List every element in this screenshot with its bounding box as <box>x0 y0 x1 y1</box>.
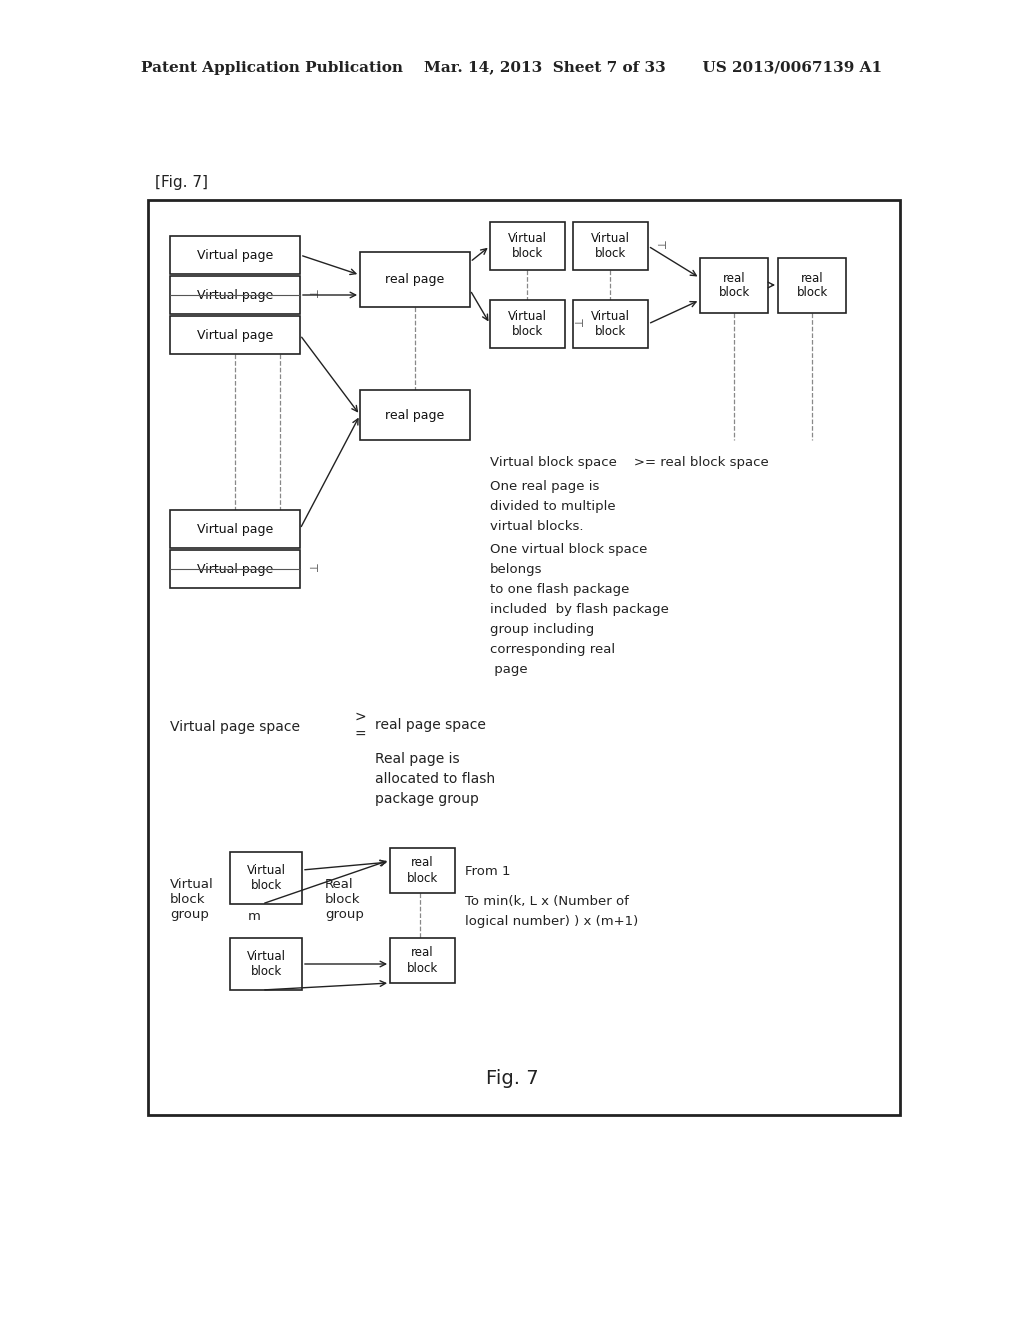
Bar <box>700 257 768 313</box>
Text: real page: real page <box>385 408 444 421</box>
Text: corresponding real: corresponding real <box>490 643 615 656</box>
Text: Virtual page: Virtual page <box>197 248 273 261</box>
Text: Virtual
block: Virtual block <box>508 232 547 260</box>
Text: divided to multiple: divided to multiple <box>490 500 615 513</box>
Bar <box>778 257 846 313</box>
Bar <box>170 276 300 314</box>
Text: group including: group including <box>490 623 594 636</box>
Bar <box>230 939 302 990</box>
Text: Virtual
block: Virtual block <box>247 865 286 892</box>
Text: logical number) ) x (m+1): logical number) ) x (m+1) <box>465 915 638 928</box>
Text: Virtual
block: Virtual block <box>591 232 630 260</box>
Text: Virtual block space    >= real block space: Virtual block space >= real block space <box>490 455 769 469</box>
Text: Virtual
block
group: Virtual block group <box>170 878 214 921</box>
Text: Virtual page: Virtual page <box>197 329 273 342</box>
Text: One real page is: One real page is <box>490 480 599 492</box>
Text: real page: real page <box>385 273 444 286</box>
Text: real
block: real block <box>407 857 438 884</box>
Text: Fig. 7: Fig. 7 <box>485 1068 539 1088</box>
Bar <box>390 847 455 894</box>
Bar <box>170 315 300 354</box>
Text: Patent Application Publication    Mar. 14, 2013  Sheet 7 of 33       US 2013/006: Patent Application Publication Mar. 14, … <box>141 61 883 75</box>
Bar <box>170 236 300 275</box>
Text: virtual blocks.: virtual blocks. <box>490 520 584 533</box>
Text: Virtual
block: Virtual block <box>591 310 630 338</box>
Bar <box>170 550 300 587</box>
Bar <box>573 300 648 348</box>
Text: Virtual page: Virtual page <box>197 523 273 536</box>
Text: From 1: From 1 <box>465 865 511 878</box>
Text: package group: package group <box>375 792 479 807</box>
Text: To min(k, L x (Number of: To min(k, L x (Number of <box>465 895 629 908</box>
Text: [Fig. 7]: [Fig. 7] <box>155 174 208 190</box>
Text: ⊣: ⊣ <box>573 319 583 329</box>
Text: belongs: belongs <box>490 564 543 576</box>
Text: Virtual page: Virtual page <box>197 289 273 301</box>
Text: Virtual page: Virtual page <box>197 562 273 576</box>
Text: real
block: real block <box>407 946 438 974</box>
Bar <box>490 222 565 271</box>
Text: Virtual
block: Virtual block <box>508 310 547 338</box>
Text: real
block: real block <box>797 272 827 300</box>
Text: page: page <box>490 663 527 676</box>
Text: Virtual
block: Virtual block <box>247 950 286 978</box>
Text: allocated to flash: allocated to flash <box>375 772 496 785</box>
Text: Real
block
group: Real block group <box>325 878 364 921</box>
Text: to one flash package: to one flash package <box>490 583 630 597</box>
Text: ⊣: ⊣ <box>308 290 317 300</box>
Bar <box>573 222 648 271</box>
Bar <box>170 510 300 548</box>
Text: =: = <box>355 729 367 742</box>
Bar <box>360 252 470 308</box>
Text: ⊣: ⊣ <box>308 564 317 574</box>
Bar <box>148 201 900 1115</box>
Text: included  by flash package: included by flash package <box>490 603 669 616</box>
Text: m: m <box>248 909 261 923</box>
Text: One virtual block space: One virtual block space <box>490 543 647 556</box>
Text: >: > <box>355 710 367 723</box>
Text: Real page is: Real page is <box>375 752 460 766</box>
Bar <box>230 851 302 904</box>
Bar <box>360 389 470 440</box>
Text: real page space: real page space <box>375 718 485 733</box>
Bar <box>390 939 455 983</box>
Bar <box>490 300 565 348</box>
Text: real
block: real block <box>719 272 750 300</box>
Text: Virtual page space: Virtual page space <box>170 719 300 734</box>
Text: ⊣: ⊣ <box>656 242 666 251</box>
